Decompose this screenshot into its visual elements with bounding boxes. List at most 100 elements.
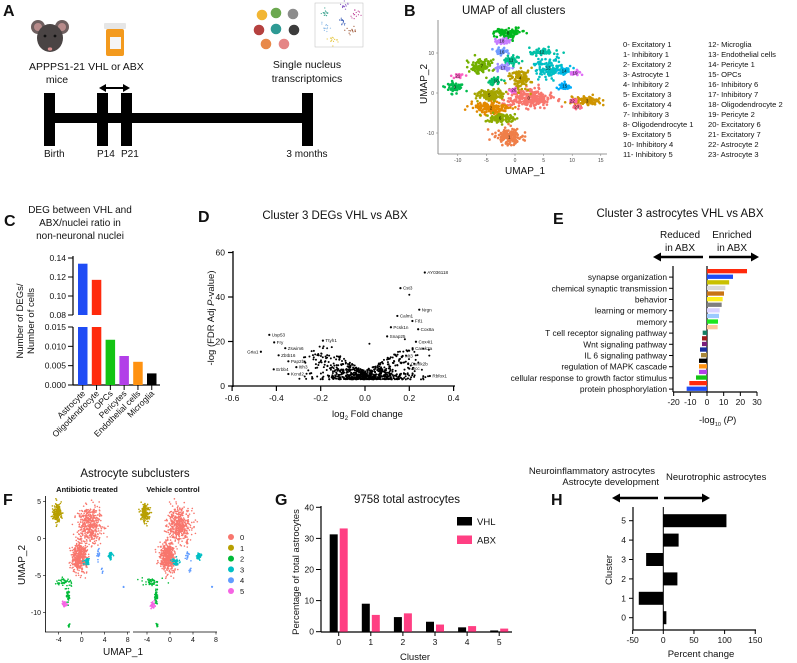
cell-point-cluster-0 bbox=[181, 522, 184, 524]
gene-point bbox=[416, 354, 419, 357]
cell-point-cluster-0 bbox=[81, 551, 84, 553]
cell-point-cluster-0 bbox=[182, 512, 184, 515]
gene-point bbox=[405, 349, 408, 352]
cell-point-cluster-0 bbox=[94, 514, 97, 517]
cell-point bbox=[493, 91, 497, 94]
mouse-icon bbox=[31, 20, 69, 52]
cell-point bbox=[504, 39, 508, 43]
cell-point-cluster-0 bbox=[190, 509, 193, 512]
cell-point bbox=[477, 91, 481, 94]
antibiotic-umap-points bbox=[50, 497, 125, 628]
cell-point bbox=[529, 80, 532, 84]
cell-point-cluster-0 bbox=[163, 530, 166, 532]
x-axis-label-part: -log bbox=[699, 415, 715, 426]
cell-point bbox=[582, 96, 586, 100]
cell-point bbox=[451, 84, 455, 88]
cell-point bbox=[511, 38, 514, 42]
cell-point bbox=[550, 95, 553, 98]
cell-point bbox=[514, 27, 518, 30]
cell-point bbox=[588, 95, 591, 99]
cell-point bbox=[545, 103, 549, 106]
cell-point bbox=[495, 104, 498, 107]
cell-point bbox=[497, 129, 500, 133]
cell-point bbox=[544, 57, 547, 61]
cell-point bbox=[522, 71, 526, 74]
cell-point-cluster-0 bbox=[75, 545, 77, 548]
cell-point bbox=[524, 83, 528, 87]
cell-point bbox=[485, 108, 488, 111]
cell-point bbox=[499, 91, 503, 94]
reduced-header: Reduced bbox=[660, 230, 700, 241]
gene-point bbox=[318, 345, 321, 348]
cell-point bbox=[560, 105, 564, 108]
cell-point bbox=[529, 92, 532, 96]
gene-point bbox=[323, 363, 326, 366]
cell-point bbox=[533, 86, 536, 90]
cell-point-cluster-2 bbox=[68, 584, 71, 586]
cell-point-cluster-0 bbox=[83, 521, 86, 524]
cell-point bbox=[491, 90, 494, 93]
cell-point-cluster-2 bbox=[66, 584, 68, 587]
cell-point bbox=[498, 115, 502, 119]
enrichment-bar bbox=[707, 302, 722, 307]
cell-point-cluster-0 bbox=[83, 514, 85, 517]
cell-point-cluster-0 bbox=[98, 509, 101, 511]
cluster-number-label: 18 bbox=[499, 39, 505, 44]
cell-point-cluster-0 bbox=[83, 512, 85, 515]
cell-point-cluster-0 bbox=[90, 516, 93, 518]
gene-point-ttyh1 bbox=[321, 339, 325, 342]
gene-point bbox=[398, 358, 401, 361]
gene-point bbox=[310, 350, 313, 353]
cell-point-cluster-0 bbox=[82, 505, 85, 507]
cell-point-cluster-0 bbox=[94, 506, 96, 508]
gene-point bbox=[350, 375, 353, 378]
cell-point bbox=[540, 69, 544, 72]
cluster-number-label: 23 bbox=[574, 105, 580, 110]
cell-point-cluster-0 bbox=[80, 552, 82, 555]
cell-point-cluster-4 bbox=[102, 570, 104, 572]
cell-point bbox=[511, 107, 515, 110]
cell-point bbox=[511, 101, 515, 104]
gene-point bbox=[389, 372, 392, 375]
cell-point-cluster-0 bbox=[183, 545, 186, 547]
y-tick-label: 0.14 bbox=[49, 253, 66, 263]
cell-point-cluster-0 bbox=[188, 529, 191, 531]
cell-point bbox=[492, 76, 496, 79]
cell-point bbox=[534, 103, 538, 106]
chart-title: Astrocyte subclusters bbox=[80, 468, 190, 480]
cell-point bbox=[542, 101, 546, 105]
cell-point bbox=[484, 59, 487, 63]
cell-point-cluster-0 bbox=[81, 547, 83, 549]
cell-point bbox=[516, 133, 519, 137]
cell-point-cluster-0 bbox=[98, 512, 101, 515]
gene-point bbox=[362, 369, 365, 372]
cell-point bbox=[507, 52, 510, 55]
cell-point bbox=[508, 38, 512, 42]
gene-point bbox=[370, 372, 373, 375]
cell-point bbox=[591, 97, 594, 100]
cell-point bbox=[495, 35, 499, 39]
cell-point-cluster-0 bbox=[84, 544, 87, 547]
cell-point-cluster-0 bbox=[88, 534, 91, 537]
cell-point-cluster-0 bbox=[172, 528, 174, 531]
gene-label: Zswim6 bbox=[288, 346, 304, 351]
cell-point-cluster-0 bbox=[81, 510, 84, 513]
cell-point-cluster-0 bbox=[69, 564, 72, 567]
gene-point bbox=[383, 378, 386, 381]
cell-point-cluster-0 bbox=[175, 520, 177, 523]
gene-point bbox=[364, 370, 367, 373]
cell-point-cluster-0 bbox=[93, 508, 95, 511]
arrowhead-right bbox=[123, 84, 130, 92]
cluster-7-points bbox=[465, 53, 496, 80]
cell-point-cluster-0 bbox=[83, 550, 86, 552]
cell-point-cluster-0 bbox=[85, 522, 88, 524]
cell-point-cluster-0 bbox=[87, 513, 90, 516]
cell-point bbox=[515, 30, 518, 34]
cell-point-cluster-0 bbox=[174, 551, 176, 553]
cell-point bbox=[493, 105, 496, 108]
enrichment-bar bbox=[702, 330, 707, 335]
gene-point bbox=[394, 353, 397, 356]
cell-point bbox=[526, 88, 530, 92]
cell-point-cluster-0 bbox=[157, 561, 159, 564]
gene-point-itih3 bbox=[295, 365, 298, 369]
